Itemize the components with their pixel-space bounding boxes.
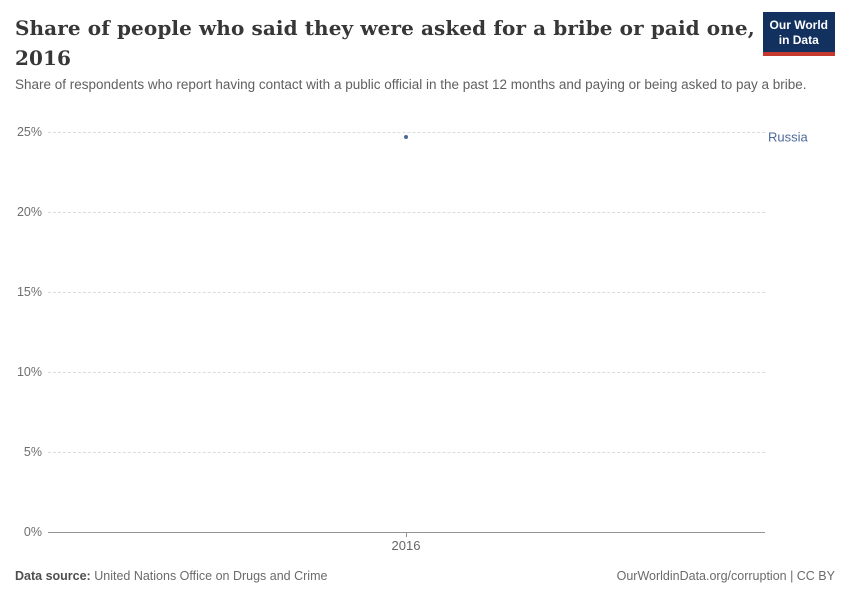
gridline-25: [48, 132, 765, 133]
owid-logo: Our World in Data: [762, 12, 835, 56]
chart-subtitle: Share of respondents who report having c…: [15, 77, 807, 92]
series-label[interactable]: Russia: [768, 129, 808, 145]
ytick-label-25: 25%: [16, 125, 42, 139]
chart-footer: Data source: United Nations Office on Dr…: [15, 569, 835, 583]
gridline-10: [48, 372, 765, 373]
xtick-mark-2016: [406, 532, 407, 537]
ytick-label-0: 0%: [23, 525, 42, 539]
data-source-note: Data source: United Nations Office on Dr…: [15, 569, 327, 583]
owid-logo-line1: Our World: [769, 18, 828, 32]
ytick-label-5: 5%: [23, 445, 42, 459]
data-source-value: United Nations Office on Drugs and Crime: [94, 569, 328, 583]
ytick-label-15: 15%: [16, 285, 42, 299]
gridline-15: [48, 292, 765, 293]
chart-title-line2: 2016: [15, 46, 72, 70]
chart-title: Share of people who said they were asked…: [15, 13, 755, 73]
gridline-5: [48, 452, 765, 453]
credit-note: OurWorldinData.org/corruption | CC BY: [616, 569, 835, 583]
owid-logo-line2: in Data: [778, 32, 819, 47]
xtick-label-2016: 2016: [391, 538, 421, 553]
ytick-label-20: 20%: [16, 205, 42, 219]
data-source-label: Data source:: [15, 569, 91, 583]
gridline-20: [48, 212, 765, 213]
chart-title-line1: Share of people who said they were asked…: [15, 16, 755, 40]
data-point-russia[interactable]: [404, 134, 408, 139]
ytick-label-10: 10%: [16, 365, 42, 379]
